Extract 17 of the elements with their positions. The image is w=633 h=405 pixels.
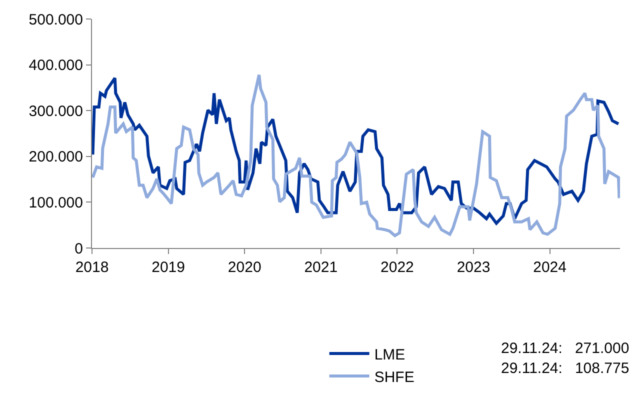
y-tick-label: 500.000 bbox=[28, 11, 83, 28]
y-tick-label: 0 bbox=[74, 240, 83, 258]
y-tick-label: 100.000 bbox=[28, 194, 83, 212]
y-tick-label: 200.000 bbox=[28, 148, 83, 166]
legend-label: SHFE bbox=[374, 368, 414, 386]
x-tick-label: 2019 bbox=[152, 259, 185, 276]
x-tick-label: 2022 bbox=[380, 259, 414, 276]
text: 29.11.24: 271.000 bbox=[501, 340, 630, 357]
x-tick-label: 2021 bbox=[304, 259, 338, 276]
x-tick-label: 2024 bbox=[533, 259, 566, 276]
x-tick-label: 2020 bbox=[228, 259, 262, 276]
x-tick-label: 2018 bbox=[75, 259, 109, 276]
x-tick-label: 2023 bbox=[456, 259, 490, 276]
text: 29.11.24: 108.775 bbox=[501, 360, 630, 377]
y-tick-label: 300.000 bbox=[28, 102, 83, 120]
legend-label: LME bbox=[374, 346, 406, 364]
y-tick-label: 400.000 bbox=[28, 57, 83, 74]
